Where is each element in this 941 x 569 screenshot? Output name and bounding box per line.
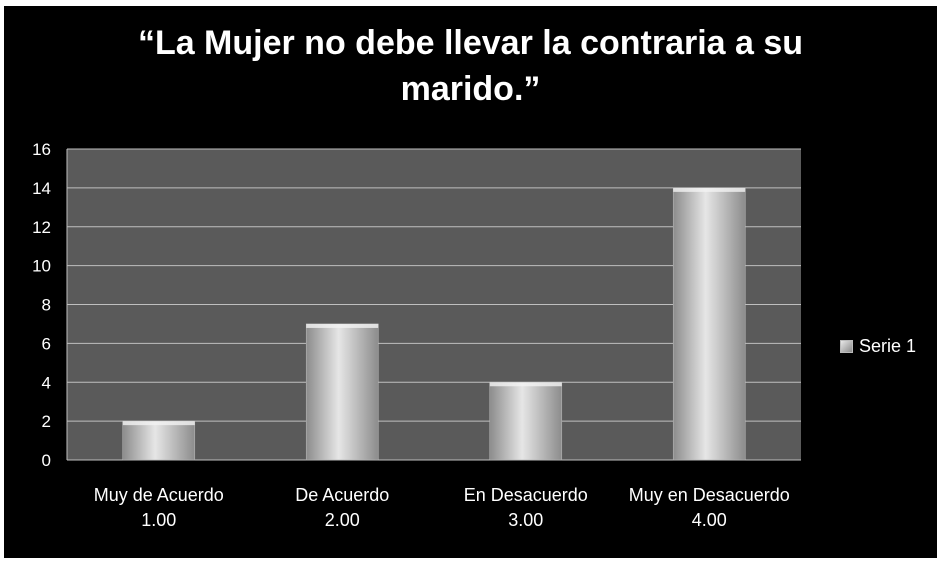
x-tick-label-4-line-2: 4.00 (692, 510, 727, 530)
y-tick-label-0: 0 (42, 451, 51, 470)
bar-top-highlight-1 (122, 421, 195, 426)
y-tick-label-8: 8 (42, 296, 51, 315)
x-tick-label-2-line-2: 2.00 (325, 510, 360, 530)
bar-chart: 0 2 4 6 8 10 12 14 16 Muy de Acuerdo 1.00 De Acuerd… (32, 140, 801, 530)
bar-top-highlight-4 (673, 187, 746, 192)
y-tick-label-10: 10 (32, 257, 51, 276)
chart-title: “La Mujer no debe llevar la contraria a … (4, 20, 937, 112)
chart-frame: “La Mujer no debe llevar la contraria a … (4, 6, 937, 558)
x-tick-label-3-line-1: En Desacuerdo (464, 485, 588, 505)
y-tick-label-16: 16 (32, 140, 51, 159)
y-tick-label-12: 12 (32, 218, 51, 237)
chart-title-line-2: marido.” (400, 70, 541, 108)
bar-3 (489, 381, 563, 461)
chart-title-line-1: “La Mujer no debe llevar la contraria a … (137, 24, 804, 62)
bar-top-highlight-2 (306, 323, 379, 328)
bar-2 (305, 323, 379, 461)
x-tick-label-1-line-1: Muy de Acuerdo (94, 485, 224, 505)
x-tick-label-2-line-1: De Acuerdo (295, 485, 389, 505)
y-tick-label-14: 14 (32, 179, 51, 198)
bar-1 (122, 420, 196, 461)
x-tick-label-1-line-2: 1.00 (141, 510, 176, 530)
y-tick-label-6: 6 (42, 334, 51, 353)
x-tick-label-4-line-1: Muy en Desacuerdo (629, 485, 790, 505)
bar-4 (672, 187, 746, 461)
y-tick-label-2: 2 (42, 412, 51, 431)
y-tick-label-4: 4 (42, 373, 51, 392)
legend: Serie 1 (840, 336, 916, 357)
x-tick-label-3-line-2: 3.00 (508, 510, 543, 530)
bar-top-highlight-3 (489, 382, 562, 387)
legend-label-serie-1: Serie 1 (859, 336, 917, 356)
legend-swatch-serie-1 (840, 340, 853, 353)
